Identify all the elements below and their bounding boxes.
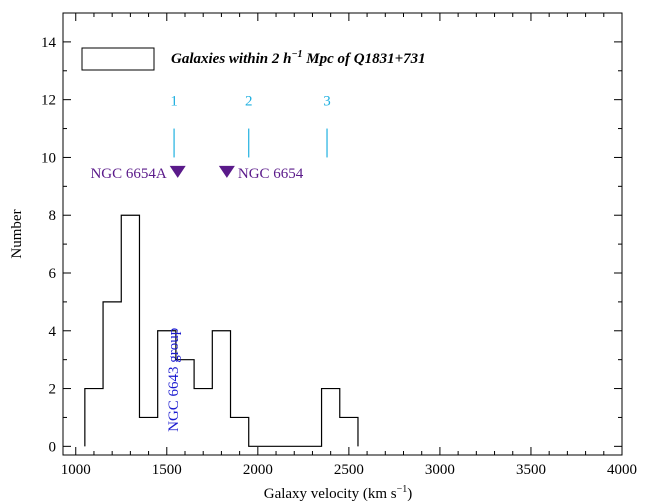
y-tick-label: 10 (41, 150, 56, 166)
y-tick-label: 2 (49, 382, 57, 398)
plot-frame (62, 12, 623, 456)
x-tick-label: 1500 (152, 462, 182, 478)
marker-number: 2 (245, 93, 253, 109)
x-tick-labels: 1000 1500 2000 2500 3000 3500 4000 (61, 462, 637, 478)
histogram-bin (322, 389, 340, 447)
y-tick-label: 4 (49, 324, 57, 340)
x-tick-label: 3000 (425, 462, 455, 478)
histogram-step-line (84, 214, 359, 447)
y-tick-labels: 0 2 4 6 8 10 12 14 (41, 35, 57, 455)
y-tick-label: 12 (41, 93, 56, 109)
velocity-markers: 1 2 3 (170, 93, 331, 158)
histogram-bin (340, 417, 358, 446)
x-tick-label: 2000 (243, 462, 273, 478)
y-axis-title: Number (9, 209, 25, 258)
x-tick-label: 3500 (516, 462, 546, 478)
galaxy-label: NGC 6654A (90, 166, 166, 182)
galaxy-markers: NGC 6654A NGC 6654 (90, 165, 304, 182)
galaxy-label: NGC 6654 (238, 166, 304, 182)
y-tick-label: 0 (49, 439, 57, 455)
legend-label: Galaxies within 2 h−1 Mpc of Q1831+731 (171, 49, 426, 67)
histogram-bin (139, 417, 157, 446)
histogram-bin (231, 417, 249, 446)
histogram-bin (194, 389, 212, 447)
galaxy-triangle (218, 165, 235, 178)
ngc6643-group-label: NGC 6643 group (166, 328, 182, 432)
y-tick-label: 14 (41, 35, 57, 51)
axis-ticks (63, 13, 623, 455)
y-tick-label: 8 (49, 208, 57, 224)
x-tick-label: 1000 (61, 462, 91, 478)
x-axis-title: Galaxy velocity (km s−1) (264, 484, 413, 502)
histogram-bin (212, 331, 230, 447)
histogram-bin (103, 302, 121, 446)
histogram-bin (85, 389, 103, 447)
legend-swatch (81, 47, 155, 71)
histogram-bin (121, 215, 139, 446)
x-tick-label: 2500 (334, 462, 364, 478)
galaxy-triangle (169, 165, 186, 178)
marker-number: 3 (323, 93, 331, 109)
x-tick-label: 4000 (607, 462, 637, 478)
y-tick-label: 6 (49, 266, 57, 282)
marker-number: 1 (170, 93, 178, 109)
